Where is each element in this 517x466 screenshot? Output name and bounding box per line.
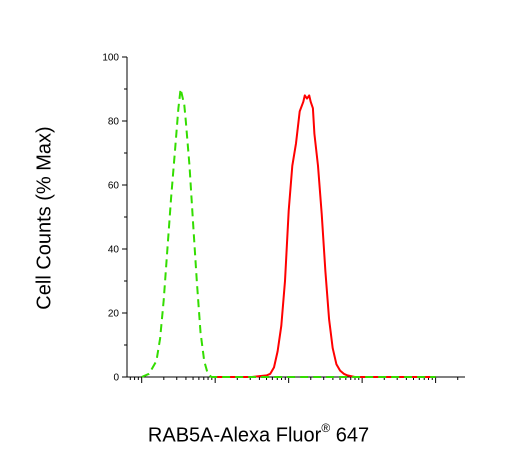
series-line-2: [141, 88, 436, 378]
y-axis-label: Cell Counts (% Max): [33, 126, 56, 310]
y-tick-label: 80: [108, 117, 120, 128]
y-tick-label: 60: [108, 181, 120, 192]
x-axis-label-suffix: 647: [330, 424, 370, 447]
y-tick-label: 40: [108, 245, 120, 256]
x-axis-label-superscript: ®: [321, 421, 331, 435]
y-tick-label: 100: [102, 53, 119, 64]
y-tick-label: 20: [108, 309, 120, 320]
series-line-1: [215, 94, 436, 378]
y-tick-label: 0: [113, 373, 119, 384]
x-axis-label-main: RAB5A-Alexa Fluor: [147, 424, 322, 447]
x-axis-label: RAB5A-Alexa Fluor® 647: [0, 421, 517, 448]
